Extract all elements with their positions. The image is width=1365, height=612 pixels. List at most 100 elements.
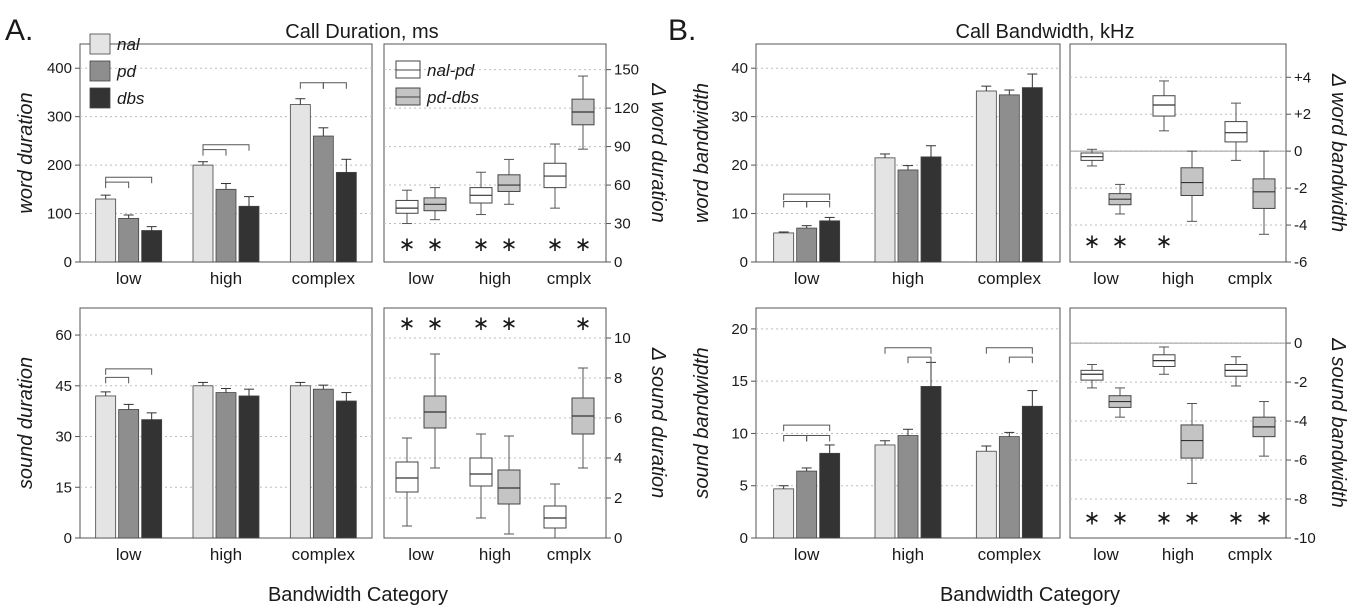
category-label: high	[479, 269, 511, 288]
significance-bracket	[105, 368, 153, 375]
box-nal-pd	[1152, 95, 1176, 117]
y-tick-label: 90	[614, 139, 631, 156]
bar-pd	[215, 392, 237, 539]
significance-star: ∗	[1112, 508, 1129, 530]
y-tick-label: +2	[1294, 106, 1311, 123]
category-label: low	[408, 269, 434, 288]
y-tick-label: 30	[614, 216, 631, 233]
bar-dbs	[141, 419, 163, 539]
category-label: cmplx	[547, 545, 592, 564]
significance-bracket	[783, 193, 831, 201]
y-tick-label: 30	[731, 109, 748, 126]
significance-star: ∗	[1112, 231, 1129, 253]
bar-nal	[773, 232, 795, 263]
bar-pd	[897, 169, 919, 263]
bar-dbs	[238, 205, 260, 263]
category-label: complex	[292, 269, 356, 288]
y-axis-label: Δ word duration	[647, 82, 669, 222]
bar-dbs	[238, 395, 260, 539]
bar-nal	[975, 90, 997, 263]
y-tick-label: 0	[740, 254, 748, 271]
significance-star: ∗	[473, 234, 490, 256]
bar-dbs	[1021, 87, 1043, 263]
y-tick-label: -2	[1294, 374, 1307, 391]
legend-label-dbs: dbs	[117, 89, 145, 108]
category-label: low	[408, 545, 434, 564]
legend-swatch-dbs	[89, 87, 111, 109]
y-tick-label: -2	[1294, 180, 1307, 197]
category-label: cmplx	[1228, 545, 1273, 564]
bar-nal	[874, 157, 896, 263]
significance-star: ∗	[1084, 508, 1101, 530]
chart-delta_word_duration: 0 30 60 90 120 150 Δ word duration low ∗ ∗ high ∗ ∗ c…	[383, 43, 669, 288]
plot-frame	[1069, 307, 1287, 539]
bar-pd	[998, 94, 1020, 263]
category-label: high	[210, 269, 242, 288]
plot-frame	[383, 43, 607, 263]
significance-star: ∗	[427, 313, 444, 335]
y-tick-label: -4	[1294, 217, 1307, 234]
significance-star: ∗	[1256, 508, 1273, 530]
y-tick-label: 15	[55, 479, 72, 496]
x-axis-label-b: Bandwidth Category	[940, 584, 1120, 606]
category-label: high	[892, 269, 924, 288]
y-axis-label: sound duration	[15, 357, 37, 489]
box-nal-pd	[1224, 121, 1248, 143]
legend-swatch-pd	[89, 60, 111, 82]
y-tick-label: 45	[55, 378, 72, 395]
y-tick-label: 60	[614, 177, 631, 194]
y-tick-label: 0	[614, 254, 622, 271]
y-axis-label: Δ sound duration	[647, 347, 669, 499]
category-label: low	[794, 545, 820, 564]
y-tick-label: 30	[55, 429, 72, 446]
y-tick-label: 400	[47, 60, 72, 77]
category-label: high	[479, 545, 511, 564]
significance-star: ∗	[501, 313, 518, 335]
bar-pd	[998, 436, 1020, 539]
legend-label-nal-pd: nal-pd	[427, 61, 475, 80]
significance-star: ∗	[399, 234, 416, 256]
category-label: low	[794, 269, 820, 288]
y-axis-label: word duration	[15, 92, 37, 213]
category-label: cmplx	[547, 269, 592, 288]
x-axis-label-a: Bandwidth Category	[268, 584, 448, 606]
y-tick-label: 5	[740, 478, 748, 495]
bar-dbs	[819, 220, 841, 263]
category-label: high	[1162, 545, 1194, 564]
y-tick-label: 0	[740, 530, 748, 547]
significance-bracket	[907, 356, 932, 364]
bar-pd	[796, 227, 818, 263]
y-tick-label: 60	[55, 327, 72, 344]
bar-nal	[773, 488, 795, 539]
bar-dbs	[335, 400, 357, 539]
title-call-duration: Call Duration, ms	[285, 21, 438, 43]
bar-nal	[289, 104, 311, 263]
y-tick-label: -4	[1294, 413, 1307, 430]
bar-pd	[118, 217, 140, 263]
box-pd-dbs	[497, 469, 521, 505]
significance-star: ∗	[427, 234, 444, 256]
bar-nal	[95, 395, 117, 539]
panel-label-b: B.	[668, 14, 696, 47]
chart-word_bandwidth: 0 10 20 30 40 word bandwidth low high complex	[691, 43, 1061, 288]
legend-label-nal: nal	[117, 35, 141, 54]
box-nal-pd	[395, 461, 419, 493]
y-tick-label: +4	[1294, 69, 1311, 86]
y-tick-label: 10	[731, 206, 748, 223]
significance-star: ∗	[473, 313, 490, 335]
y-axis-label: sound bandwidth	[691, 347, 713, 498]
bar-pd	[312, 388, 334, 539]
y-tick-label: 120	[614, 100, 639, 117]
significance-star: ∗	[1184, 508, 1201, 530]
bar-dbs	[920, 386, 942, 539]
chart-delta_sound_duration: 0 2 4 6 8 10 Δ sound duration low ∗ ∗ high ∗ ∗ cmplx ∗	[383, 307, 669, 564]
category-label: low	[1093, 545, 1119, 564]
y-tick-label: 100	[47, 206, 72, 223]
y-axis-label: Δ word bandwidth	[1327, 73, 1349, 232]
chart-sound_duration: 0 15 30 45 60 sound duration low high complex	[15, 307, 373, 564]
significance-bracket	[783, 424, 831, 432]
bar-nal	[874, 444, 896, 539]
bar-pd	[897, 435, 919, 539]
box-pd-dbs	[1180, 167, 1204, 196]
chart-delta_word_bandwidth: -6 -4 -2 0 +2 +4 Δ word bandwidth low ∗ ∗ high ∗ cmp…	[1069, 43, 1349, 288]
